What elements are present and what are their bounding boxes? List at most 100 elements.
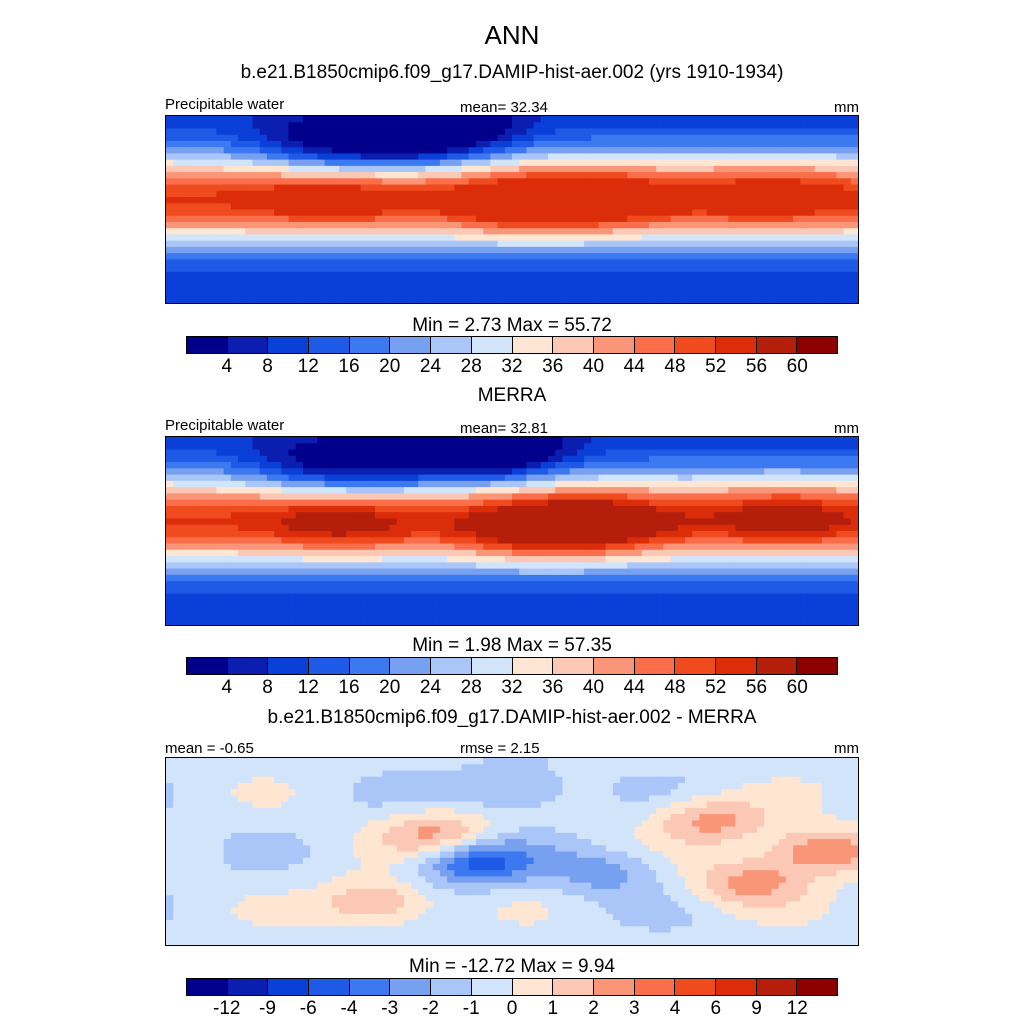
field-cell [778,284,787,292]
field-cell [439,474,448,482]
field-cell [548,455,556,463]
field-cell [353,549,362,557]
field-cell [742,197,751,204]
field-cell [728,165,737,173]
field-cell [497,153,506,161]
field-cell [526,159,535,167]
field-cell [728,443,737,451]
field-cell [757,203,765,211]
field-cell [483,165,491,173]
field-cell [339,296,347,303]
field-cell [793,290,801,298]
field-cell [475,449,484,457]
field-cell [699,234,708,242]
field-cell [295,455,304,463]
field-cell [519,271,528,279]
field-cell [850,549,858,557]
field-cell [194,240,203,248]
field-cell [648,480,657,488]
field-cell [475,116,484,123]
field-cell [324,153,333,161]
field-cell [353,184,362,192]
field-cell [187,537,196,545]
field-cell [490,568,499,576]
field-cell [634,122,643,130]
field-cell [670,531,679,538]
field-cell [490,172,499,179]
field-cell [836,209,845,217]
field-cell [548,203,556,211]
field-cell [180,284,189,292]
field-cell [259,172,268,179]
field-cell [706,493,715,501]
field-cell [591,474,600,482]
field-cell [180,122,189,130]
field-cell [331,512,340,520]
field-cell [771,284,780,292]
field-cell [230,480,239,488]
field-cell [692,537,701,545]
field-cell [288,271,297,279]
field-cell [850,147,858,154]
field-cell [490,549,499,557]
field-cell [836,271,845,279]
field-cell [266,524,275,532]
field-cell [555,474,564,482]
field-cell [749,462,758,469]
field-cell [677,474,686,482]
field-cell [497,449,506,457]
field-cell [447,165,455,173]
field-cell [382,499,391,507]
field-cell [281,197,290,204]
field-cell [634,556,643,563]
field-cell [612,296,621,303]
field-cell [735,449,744,457]
field-cell [800,505,809,513]
field-cell [540,271,549,279]
field-cell [317,537,326,545]
field-cell [721,140,729,148]
field-cell [706,140,715,148]
field-cell [252,562,261,570]
field-cell [706,443,715,451]
field-cell [252,284,261,292]
field-cell [821,290,830,298]
field-cell [281,290,290,298]
field-cell [562,265,571,273]
field-cell [548,493,556,501]
field-cell [540,165,549,173]
field-cell [230,128,239,136]
field-cell [785,462,794,469]
field-cell [439,153,448,161]
field-cell [512,518,520,526]
field-cell [663,296,672,303]
field-cell [584,543,592,551]
field-cell [735,221,744,229]
field-cell [677,197,686,204]
field-cell [490,543,499,551]
field-cell [281,215,290,223]
field-cell [310,246,318,254]
field-cell [310,240,318,248]
field-cell [612,172,621,179]
field-cell [576,468,585,476]
field-cell [266,443,275,451]
field-cell [533,278,542,285]
field-cell [223,487,232,494]
field-cell [706,449,715,457]
field-cell [533,147,542,154]
field-cell [850,531,858,538]
field-cell [259,493,268,501]
field-cell [706,190,715,198]
field-cell [346,197,355,204]
field-cell [302,443,311,451]
field-cell [223,468,232,476]
field-cell [821,462,830,469]
field-cell [302,159,311,167]
field-cell [317,116,326,123]
field-cell [685,487,693,494]
field-cell [836,549,845,557]
field-cell [317,240,326,248]
field-cell [209,228,218,236]
field-cell [721,271,729,279]
